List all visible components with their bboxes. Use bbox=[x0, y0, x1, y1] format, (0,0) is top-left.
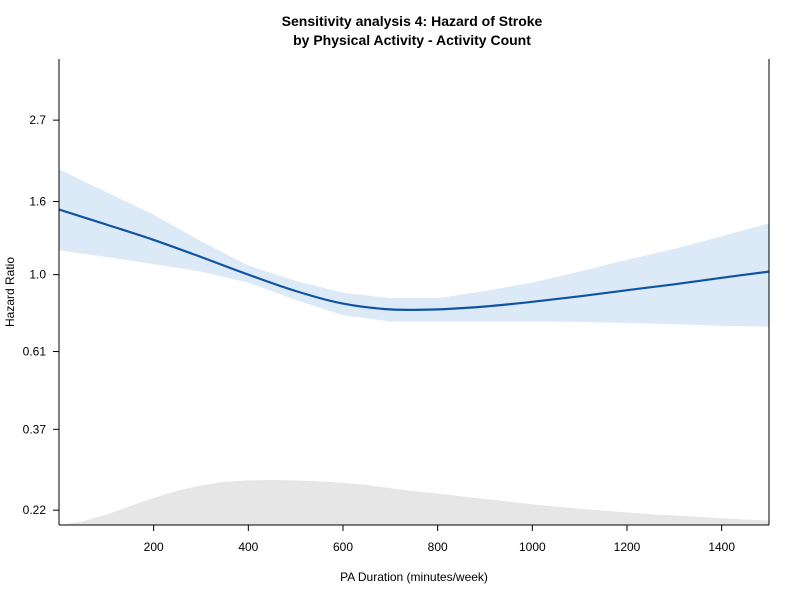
confidence-band bbox=[59, 169, 769, 327]
x-tick-label: 1000 bbox=[519, 540, 546, 554]
activity-density-area bbox=[59, 480, 769, 525]
x-tick-label: 800 bbox=[428, 540, 448, 554]
x-axis-label: PA Duration (minutes/week) bbox=[340, 570, 488, 584]
x-axis-ticks: 200 400 600 800 1000 1200 1400 bbox=[144, 525, 735, 554]
x-tick-label: 600 bbox=[333, 540, 353, 554]
y-axis-label: Hazard Ratio bbox=[3, 257, 17, 327]
chart-title-line2: by Physical Activity - Activity Count bbox=[293, 32, 531, 48]
hazard-ratio-line bbox=[58, 208, 770, 312]
x-tick-label: 1400 bbox=[708, 540, 735, 554]
x-tick-label: 1200 bbox=[614, 540, 641, 554]
hazard-line-layer bbox=[58, 208, 770, 312]
chart-title-line1: Sensitivity analysis 4: Hazard of Stroke bbox=[282, 13, 543, 29]
y-tick-label: 1.0 bbox=[29, 268, 46, 282]
y-tick-label: 1.6 bbox=[29, 195, 46, 209]
y-tick-label: 2.7 bbox=[29, 113, 46, 127]
y-tick-label: 0.22 bbox=[23, 503, 47, 517]
x-tick-label: 200 bbox=[144, 540, 164, 554]
y-axis-ticks: 0.22 0.37 0.61 1.0 1.6 2.7 bbox=[23, 113, 59, 517]
x-tick-label: 400 bbox=[238, 540, 258, 554]
y-tick-label: 0.61 bbox=[23, 345, 47, 359]
confidence-band-layer bbox=[59, 169, 769, 327]
density-layer bbox=[59, 480, 769, 525]
y-tick-label: 0.37 bbox=[23, 422, 47, 436]
